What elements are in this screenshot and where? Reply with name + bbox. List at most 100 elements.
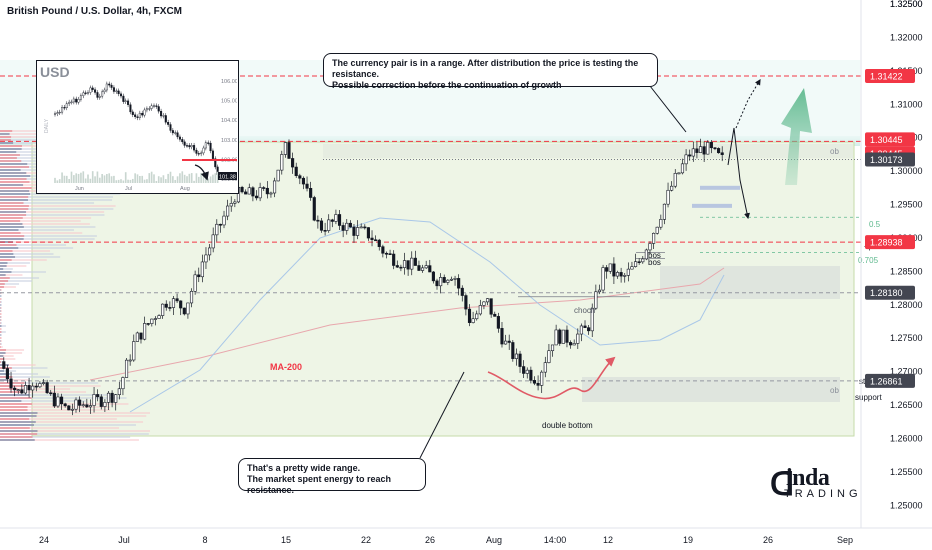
- volume-profile-bar: [0, 142, 53, 144]
- candle-body: [507, 340, 511, 343]
- y-tick-label: 1.29500: [890, 200, 923, 210]
- volume-profile-bar-dense: [0, 241, 14, 243]
- inset-candle-body: [84, 92, 87, 94]
- volume-profile-bar-dense: [0, 427, 30, 429]
- volume-profile-bar-dense: [0, 253, 14, 255]
- candle-body: [124, 359, 129, 378]
- volume-profile-bar-dense: [0, 181, 30, 183]
- y-tick-label: 1.26000: [890, 433, 923, 443]
- x-tick-label: 19: [683, 535, 693, 545]
- volume-profile-bar: [0, 232, 83, 234]
- annotation-fib-05: 0.5: [869, 220, 881, 229]
- candle-body: [612, 263, 616, 277]
- y-tick-label: 1.32000: [890, 32, 923, 42]
- volume-profile-bar-dense: [0, 262, 8, 264]
- candle-body: [485, 298, 490, 303]
- inset-volume-bar: [148, 173, 151, 183]
- logo-line-2: TRADING: [784, 488, 862, 500]
- inset-candle-body: [169, 124, 172, 131]
- candle-body: [143, 323, 147, 340]
- inset-candle-body: [105, 83, 108, 91]
- annotation-support: support: [855, 393, 882, 402]
- volume-profile-bar-dense: [0, 223, 23, 225]
- inset-volume-bar: [157, 176, 160, 183]
- candle-body: [244, 191, 248, 195]
- candle-body: [312, 197, 316, 221]
- candle-body: [489, 298, 493, 315]
- candle-body: [543, 362, 547, 373]
- volume-profile-bar: [0, 436, 131, 438]
- inset-volume-bar: [82, 171, 85, 183]
- candle-body: [561, 329, 565, 344]
- volume-profile-bar-dense: [0, 337, 1, 339]
- candle-body: [518, 353, 522, 367]
- candle-body: [572, 343, 576, 346]
- candle-body: [330, 219, 334, 222]
- inset-candle-body: [211, 150, 214, 159]
- volume-profile-bar-dense: [0, 358, 4, 360]
- callout-bottom-pointer: [419, 371, 465, 459]
- inset-title: USD: [40, 64, 70, 80]
- inset-candle-body: [53, 113, 57, 115]
- inset-candles: [53, 81, 219, 183]
- y-tick-label: 1.25000: [890, 500, 923, 510]
- volume-profile-bar: [0, 136, 45, 138]
- candle-body: [554, 329, 558, 346]
- candle-body: [251, 187, 255, 197]
- inset-candle-body: [136, 116, 139, 118]
- volume-profile-bar: [0, 259, 47, 261]
- candle-body: [500, 328, 504, 345]
- inset-volume-bar: [98, 177, 101, 183]
- candle-body: [615, 272, 620, 277]
- candle-body: [193, 274, 197, 292]
- volume-profile-bar: [0, 277, 40, 279]
- inset-candle-body: [91, 87, 94, 90]
- inset-volume-bar: [212, 174, 214, 183]
- y-tick-label: 1.32500: [890, 0, 923, 9]
- volume-profile-bar-dense: [0, 166, 29, 168]
- volume-profile-bar-dense: [0, 298, 1, 300]
- y-tick-label: 1.31000: [890, 99, 923, 109]
- volume-profile-bar-dense: [0, 355, 4, 357]
- candle-body: [168, 307, 172, 309]
- volume-profile-bar-dense: [0, 169, 21, 171]
- annotation-ob-top: ob: [830, 147, 839, 156]
- candle-body: [208, 247, 212, 256]
- volume-profile-bar: [0, 385, 101, 387]
- candle-body: [20, 389, 24, 394]
- volume-profile-bar-dense: [0, 436, 33, 438]
- ma-200-line: [89, 267, 725, 381]
- volume-profile-bar-dense: [0, 283, 5, 285]
- candle-body: [399, 266, 403, 269]
- inset-volume-bar: [134, 173, 136, 183]
- candle-body: [709, 141, 713, 149]
- inset-volume-bar: [129, 179, 132, 183]
- volume-profile-bar: [0, 373, 38, 375]
- inset-candle-body: [141, 112, 144, 116]
- inset-volume-bar: [150, 171, 153, 183]
- candle-body: [272, 180, 277, 194]
- candle-body: [680, 163, 685, 174]
- volume-profile-bar-dense: [0, 379, 8, 381]
- inset-volume-bar: [87, 174, 89, 183]
- inset-y-tick: 103.00: [221, 138, 237, 144]
- volume-profile-bar-dense: [0, 178, 27, 180]
- candle-body: [359, 226, 363, 229]
- inset-candle-body: [110, 84, 113, 88]
- candle-body: [215, 223, 219, 236]
- candle-body: [633, 261, 638, 267]
- candle-body: [99, 396, 103, 407]
- inset-candle-body: [127, 100, 130, 105]
- inset-volume-bar: [176, 176, 179, 183]
- volume-profile-bar-dense: [0, 412, 38, 414]
- inset-candle-body: [115, 90, 118, 92]
- candle-body: [431, 271, 435, 282]
- y-tick-label: 1.27000: [890, 367, 923, 377]
- volume-profile-bar: [0, 265, 27, 267]
- candle-body: [70, 408, 74, 411]
- volume-profile-bar: [0, 415, 147, 417]
- inset-candle-body: [134, 114, 137, 117]
- candle-body: [204, 254, 208, 263]
- candle-body: [226, 205, 230, 217]
